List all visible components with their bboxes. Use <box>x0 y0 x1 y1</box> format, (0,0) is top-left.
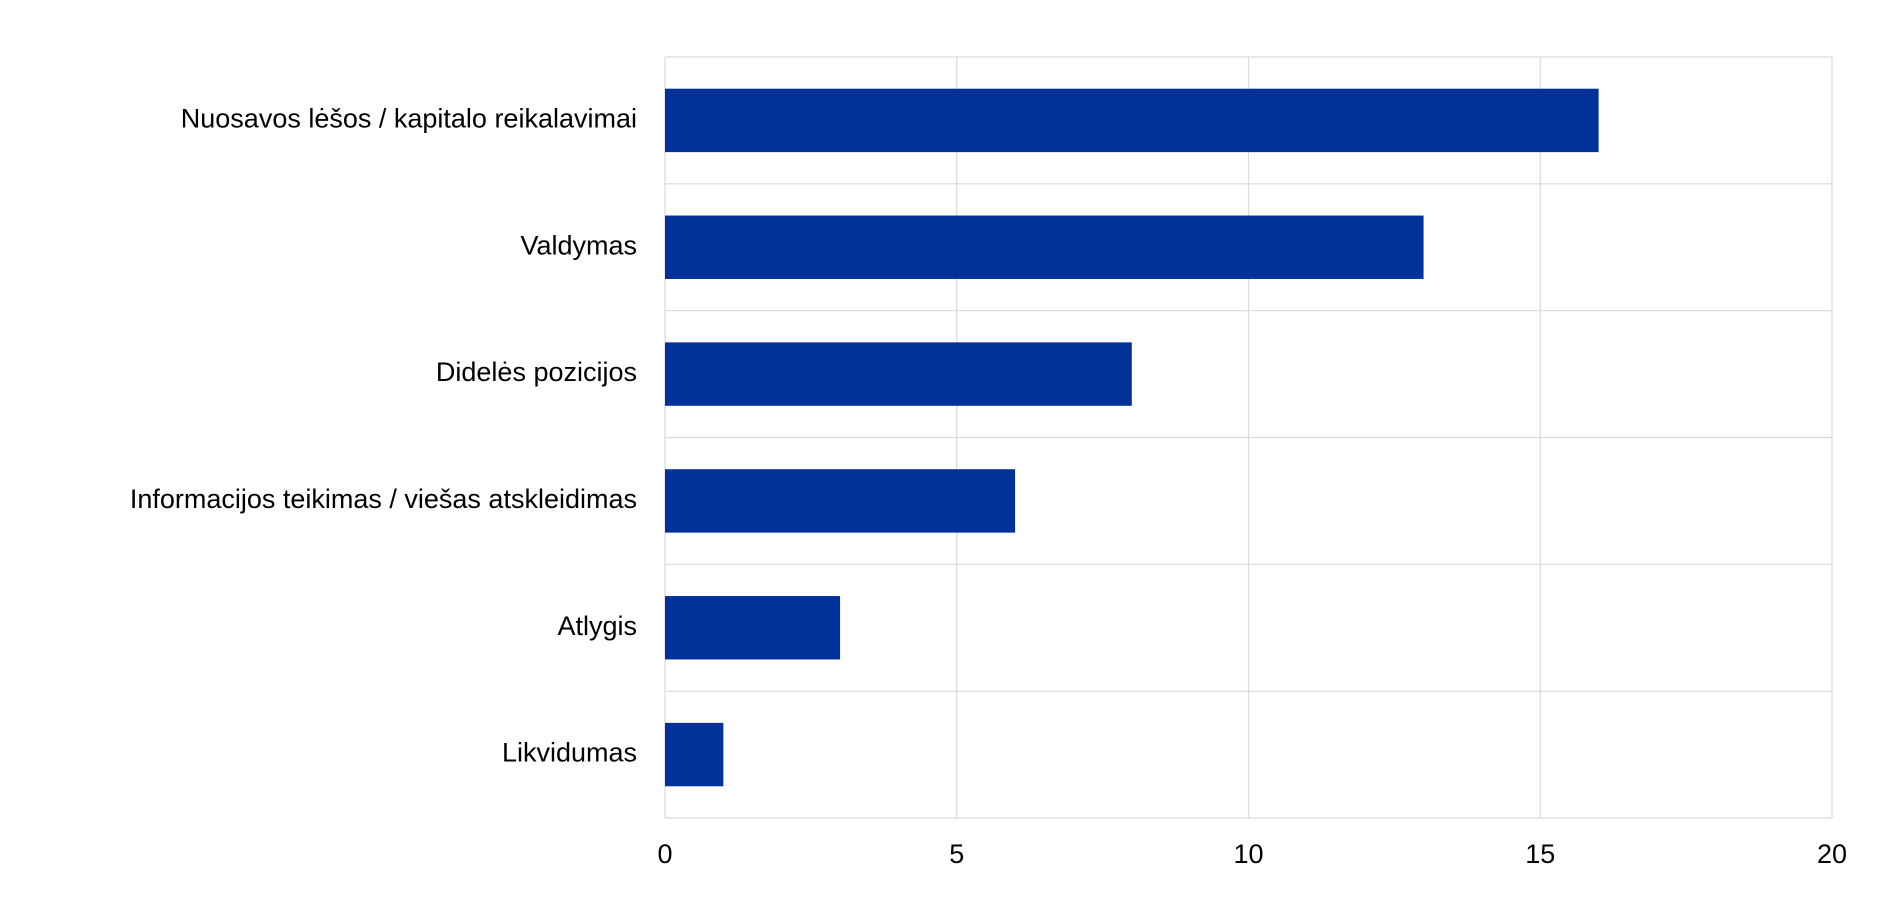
bar <box>665 215 1424 279</box>
bar <box>665 722 724 787</box>
bar <box>665 342 1132 406</box>
y-tick-label: Atlygis <box>557 611 637 641</box>
x-tick-label: 15 <box>1525 839 1555 869</box>
x-tick-label: 20 <box>1817 839 1847 869</box>
y-tick-label: Likvidumas <box>502 738 637 768</box>
y-tick-label: Didelės pozicijos <box>436 357 637 387</box>
bar <box>665 596 841 660</box>
x-tick-label: 5 <box>949 839 964 869</box>
x-tick-label: 0 <box>657 839 672 869</box>
bar <box>665 88 1599 153</box>
x-tick-label: 10 <box>1233 839 1263 869</box>
y-tick-label: Nuosavos lėšos / kapitalo reikalavimai <box>181 104 637 134</box>
y-tick-label: Informacijos teikimas / viešas atskleidi… <box>130 484 637 514</box>
y-tick-label: Valdymas <box>520 230 637 260</box>
bar <box>665 469 1016 533</box>
